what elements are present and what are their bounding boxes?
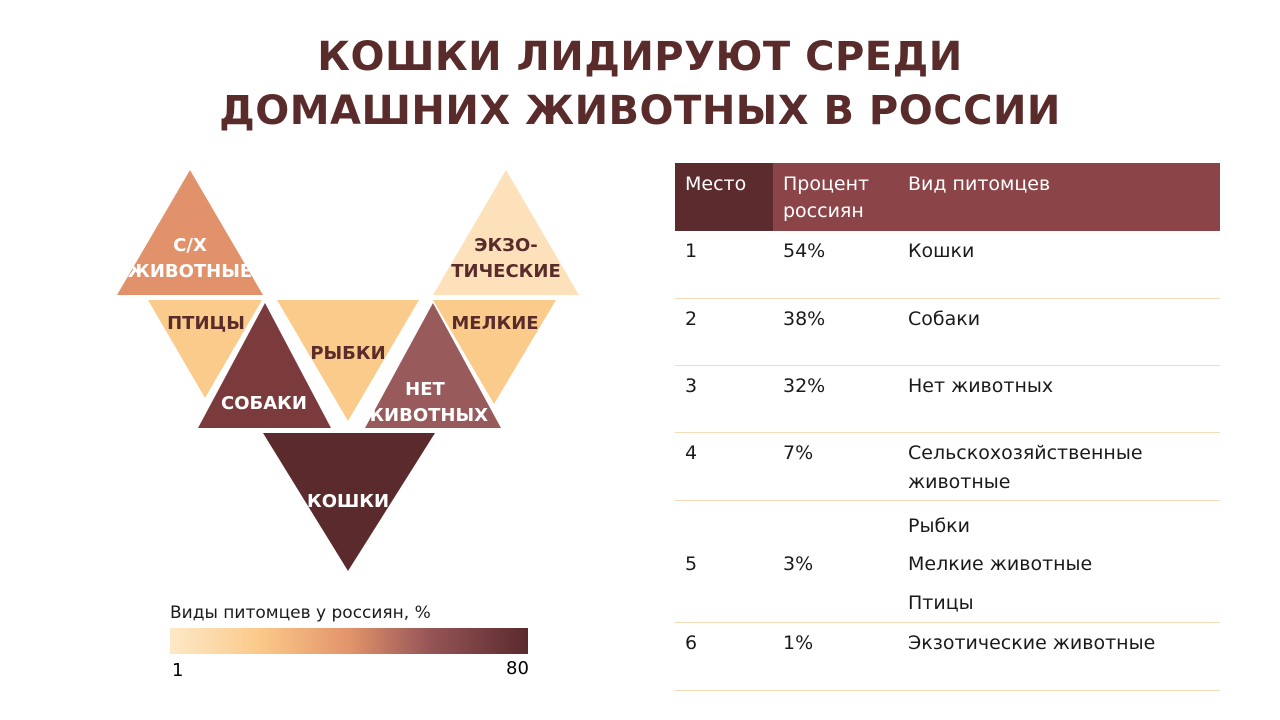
header-place: Место xyxy=(675,163,773,231)
label-fish: РЫБКИ xyxy=(310,343,385,364)
cell-pet: Сельскохозяйственные животные xyxy=(898,432,1220,501)
cell-place: 5 xyxy=(675,500,773,623)
cell-percent: 32% xyxy=(773,365,898,433)
label-birds: ПТИЦЫ xyxy=(167,313,245,334)
cell-percent: 1% xyxy=(773,622,898,691)
cell-percent: 38% xyxy=(773,298,898,366)
cell-percent: 54% xyxy=(773,231,898,299)
label-exotic: ЭКЗО-ТИЧЕСКИЕ xyxy=(451,235,560,282)
cell-place: 3 xyxy=(675,365,773,433)
triangle-small-animals xyxy=(433,300,556,404)
cell-place: 6 xyxy=(675,622,773,691)
triangle-fish xyxy=(277,300,419,421)
cell-pet: Собаки xyxy=(898,298,1220,366)
cell-pet-list: Рыбки Мелкие животные Птицы xyxy=(898,500,1220,623)
cell-pet: Мелкие животные xyxy=(908,553,1093,575)
table-row: 2 38% Собаки xyxy=(675,298,1220,366)
table-row: 5 3% Рыбки Мелкие животные Птицы xyxy=(675,500,1220,623)
page-title: КОШКИ ЛИДИРУЮТ СРЕДИ ДОМАШНИХ ЖИВОТНЫХ В… xyxy=(0,30,1280,138)
legend-max-value: 80 xyxy=(506,658,529,679)
table-header-row: Место Процент россиян Вид питомцев xyxy=(675,163,1220,231)
cell-place: 1 xyxy=(675,231,773,299)
label-dogs: СОБАКИ xyxy=(221,393,307,414)
table-row: 3 32% Нет животных xyxy=(675,365,1220,433)
pet-triangle-diagram: С/Х ЖИВОТНЫЕ ЭКЗО-ТИЧЕСКИЕ ПТИЦЫ РЫБКИ МЕ… xyxy=(117,170,579,571)
table-row: 4 7% Сельскохозяйственные животные xyxy=(675,432,1220,501)
cell-pet: Кошки xyxy=(898,231,1220,299)
legend-color-scale xyxy=(170,628,528,654)
label-no-animals: НЕТ ЖИВОТНЫХ xyxy=(362,379,488,426)
cell-place: 4 xyxy=(675,432,773,501)
triangle-birds xyxy=(148,300,262,398)
title-line-2: ДОМАШНИХ ЖИВОТНЫХ В РОССИИ xyxy=(219,88,1061,134)
cell-percent: 7% xyxy=(773,432,898,501)
table-row: 1 54% Кошки xyxy=(675,231,1220,299)
pets-ranking-table: Место Процент россиян Вид питомцев 1 54%… xyxy=(675,163,1220,691)
cell-place: 2 xyxy=(675,298,773,366)
cell-percent: 3% xyxy=(773,500,898,623)
cell-pet: Экзотические животные xyxy=(898,622,1220,691)
triangle-cats xyxy=(263,433,435,571)
legend-min-value: 1 xyxy=(172,660,184,681)
triangle-no-animals xyxy=(365,303,501,428)
label-small-animals: МЕЛКИЕ xyxy=(451,313,538,334)
label-farm-animals: С/Х ЖИВОТНЫЕ xyxy=(128,235,252,282)
cell-pet: Птицы xyxy=(908,591,974,614)
triangle-dogs xyxy=(198,303,331,428)
cell-pet: Нет животных xyxy=(898,365,1220,433)
label-cats: КОШКИ xyxy=(307,491,389,512)
header-percent: Процент россиян xyxy=(773,163,898,231)
triangle-farm-animals xyxy=(117,170,263,295)
legend-title: Виды питомцев у россиян, % xyxy=(170,603,431,623)
title-line-1: КОШКИ ЛИДИРУЮТ СРЕДИ xyxy=(317,34,963,80)
cell-pet: Рыбки xyxy=(908,514,971,537)
header-pet-type: Вид питомцев xyxy=(898,163,1220,231)
triangle-exotic xyxy=(433,170,579,295)
table-row: 6 1% Экзотические животные xyxy=(675,622,1220,691)
